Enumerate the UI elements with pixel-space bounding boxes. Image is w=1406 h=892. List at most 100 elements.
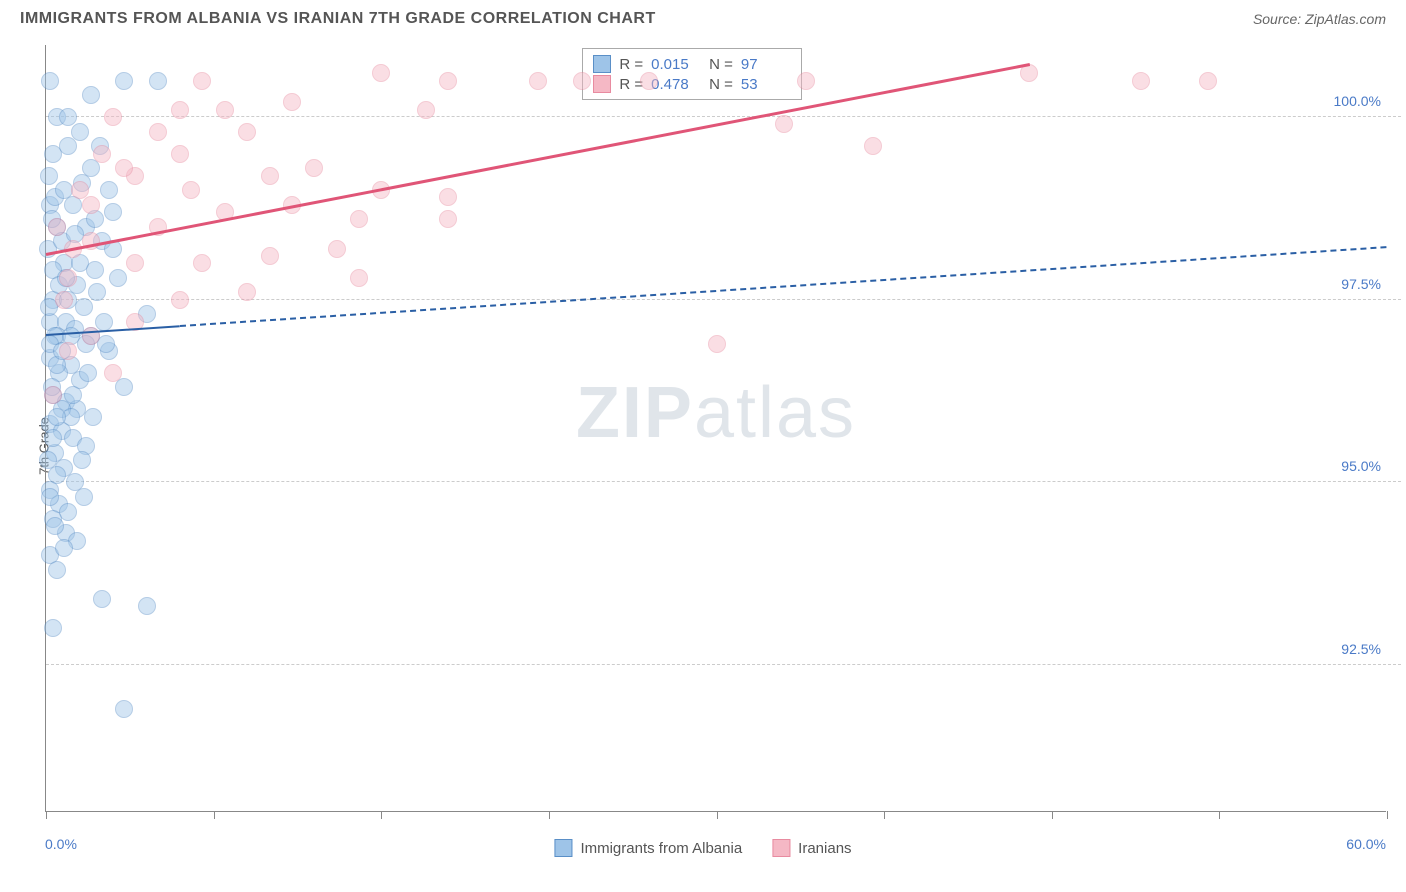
legend-swatch	[593, 55, 611, 73]
data-point	[40, 167, 58, 185]
legend-swatch	[772, 839, 790, 857]
legend-r-label: R =	[619, 56, 643, 73]
legend-r-value: 0.478	[651, 76, 701, 93]
data-point	[64, 386, 82, 404]
data-point	[350, 269, 368, 287]
legend-label: Iranians	[798, 840, 851, 857]
data-point	[797, 72, 815, 90]
legend-item: Immigrants from Albania	[554, 839, 742, 857]
data-point	[193, 72, 211, 90]
watermark: ZIPatlas	[576, 372, 856, 454]
data-point	[171, 101, 189, 119]
data-point	[115, 72, 133, 90]
data-point	[75, 298, 93, 316]
data-point	[46, 517, 64, 535]
data-point	[439, 72, 457, 90]
data-point	[48, 466, 66, 484]
data-point	[573, 72, 591, 90]
chart-header: IMMIGRANTS FROM ALBANIA VS IRANIAN 7TH G…	[0, 0, 1406, 33]
chart-source: Source: ZipAtlas.com	[1253, 11, 1386, 27]
data-point	[216, 101, 234, 119]
legend-row: R =0.015N =97	[593, 55, 791, 73]
scatter-plot-area: ZIPatlas R =0.015N =97R =0.478N =53 92.5…	[45, 45, 1386, 812]
data-point	[775, 115, 793, 133]
data-point	[149, 72, 167, 90]
x-tick	[717, 811, 718, 819]
watermark-atlas: atlas	[694, 373, 856, 453]
legend-n-label: N =	[709, 56, 733, 73]
legend-label: Immigrants from Albania	[580, 840, 742, 857]
data-point	[84, 408, 102, 426]
data-point	[171, 291, 189, 309]
y-tick-label: 95.0%	[1341, 458, 1381, 474]
legend-n-value: 97	[741, 56, 791, 73]
data-point	[350, 210, 368, 228]
legend-item: Iranians	[772, 839, 851, 857]
data-point	[59, 342, 77, 360]
x-tick	[884, 811, 885, 819]
data-point	[193, 254, 211, 272]
legend-n-value: 53	[741, 76, 791, 93]
gridline	[46, 481, 1401, 482]
data-point	[97, 335, 115, 353]
data-point	[104, 364, 122, 382]
data-point	[55, 539, 73, 557]
data-point	[149, 123, 167, 141]
data-point	[82, 196, 100, 214]
data-point	[59, 137, 77, 155]
data-point	[44, 619, 62, 637]
trend-line	[180, 247, 1387, 328]
correlation-legend: R =0.015N =97R =0.478N =53	[582, 48, 802, 100]
data-point	[864, 137, 882, 155]
data-point	[439, 210, 457, 228]
data-point	[48, 561, 66, 579]
data-point	[171, 145, 189, 163]
x-max-label: 60.0%	[1346, 836, 1386, 852]
data-point	[1132, 72, 1150, 90]
legend-swatch	[593, 75, 611, 93]
data-point	[283, 93, 301, 111]
x-tick	[1387, 811, 1388, 819]
data-point	[79, 364, 97, 382]
legend-swatch	[554, 839, 572, 857]
x-tick	[549, 811, 550, 819]
data-point	[59, 503, 77, 521]
data-point	[100, 181, 118, 199]
x-tick	[214, 811, 215, 819]
data-point	[48, 408, 66, 426]
data-point	[44, 386, 62, 404]
legend-n-label: N =	[709, 76, 733, 93]
data-point	[41, 72, 59, 90]
data-point	[328, 240, 346, 258]
data-point	[93, 145, 111, 163]
y-tick-label: 92.5%	[1341, 641, 1381, 657]
data-point	[261, 247, 279, 265]
data-point	[41, 488, 59, 506]
gridline	[46, 664, 1401, 665]
data-point	[73, 451, 91, 469]
data-point	[104, 203, 122, 221]
data-point	[372, 64, 390, 82]
x-tick	[1219, 811, 1220, 819]
chart-title: IMMIGRANTS FROM ALBANIA VS IRANIAN 7TH G…	[20, 10, 656, 28]
data-point	[305, 159, 323, 177]
x-tick	[1052, 811, 1053, 819]
data-point	[59, 269, 77, 287]
data-point	[75, 488, 93, 506]
data-point	[640, 72, 658, 90]
data-point	[439, 188, 457, 206]
data-point	[115, 378, 133, 396]
data-point	[104, 108, 122, 126]
series-legend: Immigrants from Albania Iranians	[554, 839, 851, 857]
data-point	[82, 86, 100, 104]
data-point	[115, 159, 133, 177]
y-tick-label: 97.5%	[1341, 276, 1381, 292]
data-point	[1199, 72, 1217, 90]
data-point	[88, 283, 106, 301]
data-point	[55, 291, 73, 309]
data-point	[44, 429, 62, 447]
trend-line	[46, 63, 1030, 256]
data-point	[95, 313, 113, 331]
data-point	[708, 335, 726, 353]
data-point	[126, 254, 144, 272]
